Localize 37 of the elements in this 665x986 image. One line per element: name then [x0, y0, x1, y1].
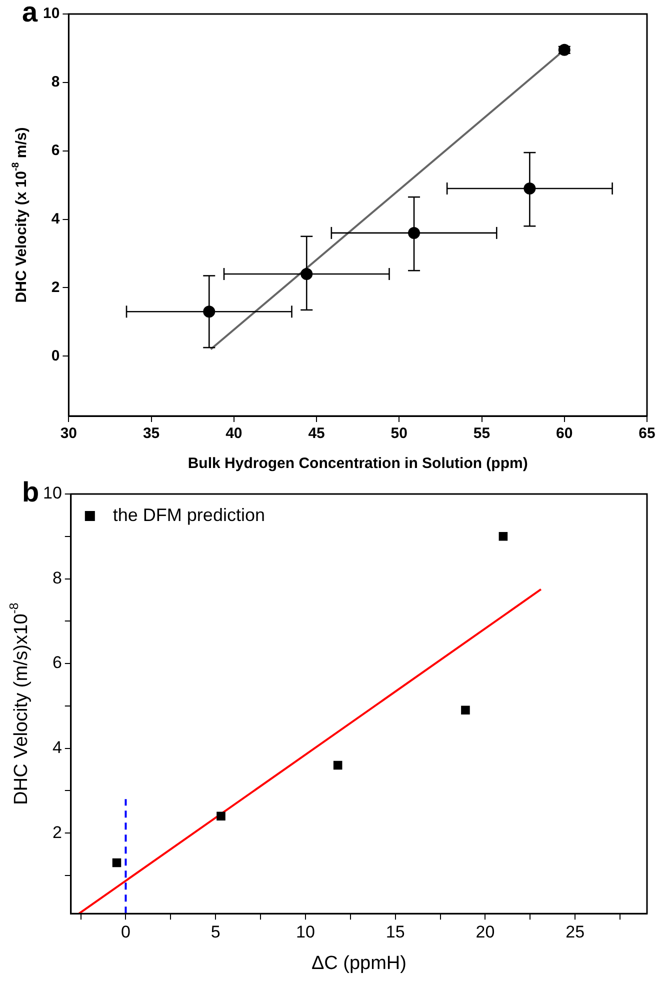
x-tick-label: 10: [296, 922, 315, 942]
y-tick-label: 8: [51, 74, 60, 91]
x-tick-label: 60: [556, 425, 573, 442]
y-axis-title: DHC Velocity (m/s)x10-8: [6, 602, 32, 805]
y-tick-label: 10: [42, 5, 60, 22]
x-tick-label: 0: [121, 922, 130, 942]
point: [333, 760, 342, 770]
x-tick-label: 45: [308, 425, 325, 442]
x-tick-label: 30: [60, 425, 78, 442]
x-tick-label: 65: [638, 425, 656, 442]
legend-label: the DFM prediction: [112, 504, 265, 525]
y-tick-label: 0: [51, 347, 60, 364]
y-tick-label: 2: [52, 822, 62, 842]
x-tick-label: 50: [390, 425, 408, 442]
y-tick-label: 10: [42, 484, 62, 503]
y-tick-label: 4: [51, 210, 60, 228]
x-axis-title: Bulk Hydrogen Concentration in Solution (ppm): [188, 455, 528, 472]
point: [461, 706, 470, 715]
x-tick-label: 40: [226, 425, 242, 442]
y-tick-label: 6: [52, 653, 62, 672]
x-tick-label: 35: [142, 425, 160, 442]
chart-title: a: [22, 0, 38, 28]
x-tick-label: 25: [566, 922, 585, 942]
point: [216, 812, 226, 821]
y-tick-label: 8: [52, 568, 62, 588]
point: [498, 532, 508, 541]
point: [112, 858, 122, 868]
x-tick-label: 20: [476, 922, 495, 942]
x-tick-label: 15: [386, 922, 405, 942]
y-tick-label: 2: [51, 278, 60, 296]
y-tick-label: 4: [52, 738, 62, 757]
y-axis-title: DHC Velocity (x 10-8 m/s): [10, 127, 30, 303]
x-tick-label: 55: [473, 425, 490, 442]
chart-title: b: [22, 476, 40, 508]
y-tick-label: 6: [51, 142, 60, 159]
x-axis-title: ΔC (ppmH): [311, 953, 406, 974]
x-tick-label: 5: [210, 922, 220, 942]
